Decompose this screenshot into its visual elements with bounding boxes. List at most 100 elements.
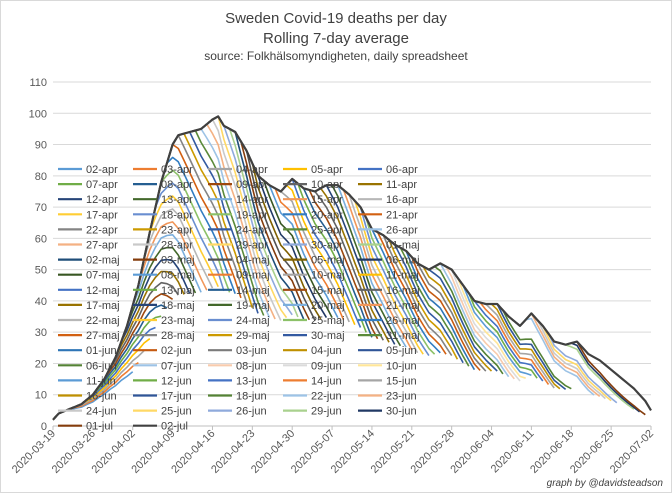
legend-label: 03-maj — [161, 255, 195, 267]
legend-label: 25-jun — [161, 406, 192, 418]
legend-label: 05-jun — [386, 345, 417, 357]
legend-label: 10-apr — [311, 179, 343, 191]
legend: 02-apr 03-apr 04-apr 05-apr 06-apr 07-apr 08-a… — [58, 164, 420, 433]
x-tick-label: 2020-07-02 — [608, 428, 656, 476]
legend-label: 19-maj — [236, 300, 270, 312]
legend-label: 15-apr — [311, 194, 343, 206]
legend-label: 22-jun — [311, 391, 342, 403]
legend-label: 19-apr — [236, 209, 268, 221]
legend-label: 13-jun — [236, 375, 267, 387]
legend-label: 05-maj — [311, 255, 345, 267]
legend-label: 31-maj — [386, 330, 420, 342]
chart-title: Sweden Covid-19 deaths per day — [225, 10, 447, 27]
chart-subtitle: Rolling 7-day average — [263, 30, 409, 47]
legend-label: 14-apr — [236, 194, 268, 206]
series-line-03-maj — [52, 115, 311, 421]
legend-label: 13-maj — [161, 285, 195, 297]
legend-label: 18-apr — [161, 209, 193, 221]
y-tick-label: 60 — [35, 233, 47, 245]
series-line-05-maj — [52, 115, 322, 421]
legend-label: 29-maj — [236, 330, 270, 342]
legend-label: 30-apr — [311, 240, 343, 252]
legend-label: 12-jun — [161, 375, 192, 387]
legend-label: 22-apr — [86, 224, 118, 236]
y-tick-label: 90 — [35, 140, 47, 152]
legend-label: 01-jun — [86, 345, 117, 357]
legend-label: 25-maj — [311, 315, 345, 327]
y-tick-label: 0 — [41, 421, 47, 433]
legend-label: 30-maj — [311, 330, 345, 342]
y-axis: 0 10 20 30 40 50 60 70 80 90 100 110 — [29, 77, 47, 433]
y-tick-label: 20 — [35, 358, 47, 370]
series-line-12-jun — [52, 115, 538, 421]
y-tick-label: 100 — [29, 108, 47, 120]
legend-label: 11-apr — [386, 179, 417, 191]
legend-label: 28-maj — [161, 330, 195, 342]
legend-label: 11-maj — [386, 270, 419, 282]
legend-label: 27-apr — [86, 240, 118, 252]
legend-label: 24-maj — [236, 315, 270, 327]
series-line-13-jun — [52, 115, 544, 421]
legend-label: 28-apr — [161, 240, 193, 252]
legend-label: 03-jun — [236, 345, 267, 357]
legend-label: 23-apr — [161, 224, 193, 236]
legend-label: 03-apr — [161, 164, 193, 176]
legend-label: 04-maj — [236, 255, 270, 267]
legend-label: 20-maj — [311, 300, 345, 312]
legend-label: 02-jul — [161, 421, 188, 433]
legend-label: 13-apr — [161, 194, 193, 206]
legend-label: 20-apr — [311, 209, 343, 221]
series-line-07-jun — [52, 115, 510, 421]
legend-label: 12-apr — [86, 194, 118, 206]
legend-label: 02-maj — [86, 255, 120, 267]
legend-label: 01-jul — [86, 421, 113, 433]
legend-label: 08-apr — [161, 179, 193, 191]
legend-label: 04-apr — [236, 164, 268, 176]
y-tick-label: 70 — [35, 202, 47, 214]
legend-label: 12-maj — [86, 285, 120, 297]
y-tick-label: 80 — [35, 171, 47, 183]
legend-label: 09-maj — [236, 270, 270, 282]
series-line-08-jun — [52, 115, 515, 421]
legend-label: 14-maj — [236, 285, 270, 297]
legend-label: 18-maj — [161, 300, 195, 312]
legend-label: 24-apr — [236, 224, 268, 236]
series-line-01-maj — [52, 115, 299, 421]
y-tick-label: 10 — [35, 390, 47, 402]
legend-label: 09-jun — [311, 360, 342, 372]
x-axis: 2020-03-192020-03-262020-04-022020-04-09… — [10, 425, 656, 476]
legend-label: 05-apr — [311, 164, 343, 176]
legend-label: 07-jun — [161, 360, 192, 372]
legend-label: 25-apr — [311, 224, 343, 236]
legend-label: 11-jun — [86, 375, 116, 387]
legend-label: 07-apr — [86, 179, 118, 191]
series-line-08-maj — [52, 115, 339, 421]
legend-label: 06-apr — [386, 164, 418, 176]
legend-label: 08-jun — [236, 360, 267, 372]
y-tick-label: 30 — [35, 327, 47, 339]
legend-label: 02-jun — [161, 345, 192, 357]
series-line-18-maj — [52, 115, 396, 421]
legend-label: 17-apr — [86, 209, 118, 221]
y-tick-label: 110 — [29, 77, 47, 89]
y-tick-label: 40 — [35, 296, 47, 308]
chart-source: source: Folkhälsomyndigheten, daily spre… — [204, 49, 468, 63]
legend-label: 07-maj — [86, 270, 120, 282]
legend-label: 23-maj — [161, 315, 195, 327]
legend-label: 08-maj — [161, 270, 195, 282]
legend-label: 14-jun — [311, 375, 342, 387]
series-line-12-maj — [52, 115, 362, 421]
legend-label: 17-jun — [161, 391, 192, 403]
legend-label: 06-maj — [386, 255, 420, 267]
legend-label: 27-maj — [86, 330, 120, 342]
legend-label: 26-jun — [236, 406, 267, 418]
legend-label: 04-jun — [311, 345, 342, 357]
chart-credit: graph by @davidsteadson — [547, 478, 664, 489]
legend-label: 16-apr — [386, 194, 418, 206]
legend-label: 18-jun — [236, 391, 267, 403]
series-line-15-jun — [52, 115, 555, 421]
legend-label: 15-jun — [386, 375, 417, 387]
legend-label: 23-jun — [386, 391, 417, 403]
legend-label: 29-jun — [311, 406, 342, 418]
